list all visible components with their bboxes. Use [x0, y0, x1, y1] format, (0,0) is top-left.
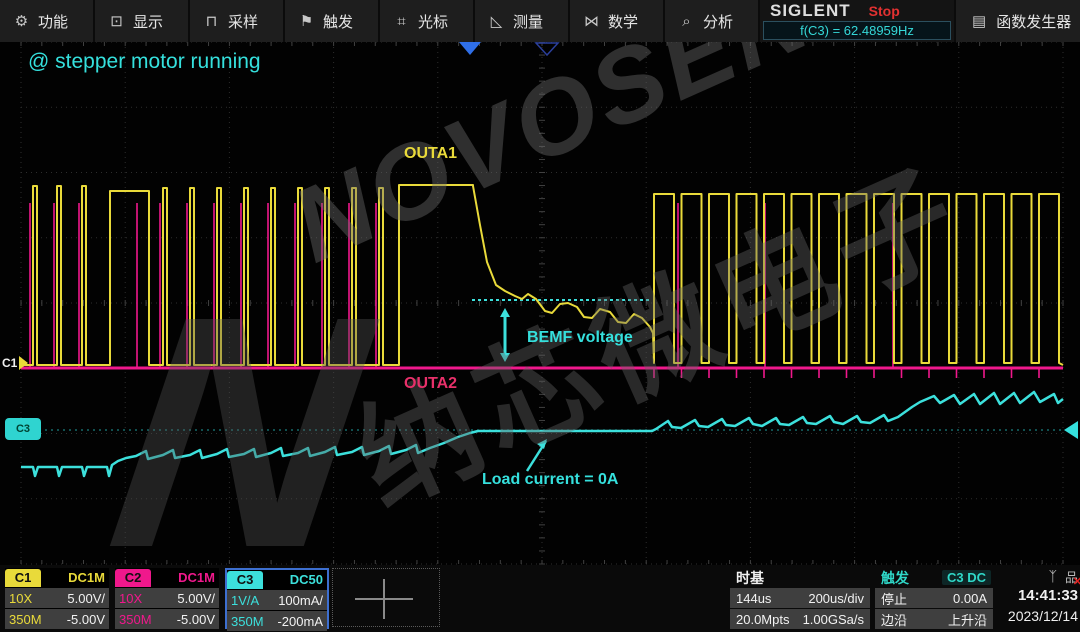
- siglent-logo: SIGLENT: [770, 0, 851, 20]
- menu-math[interactable]: ⋈ 数学: [570, 0, 665, 42]
- function-generator-label: 函数发生器: [996, 13, 1072, 31]
- channel3-attenuation: 1V/A: [231, 592, 260, 608]
- menu-function-generator[interactable]: ▤ 函数发生器: [956, 0, 1080, 42]
- waveform-canvas: [20, 42, 1064, 565]
- menu-bar: ⚙ 功能 ⊡ 显示 ⊓ 采样 ⚑ 触发 ⌗ 光标 ◺ 测量 ⋈ 数学 ⌕ 分析: [0, 0, 1080, 42]
- math-icon: ⋈: [584, 13, 599, 30]
- menu-cursors[interactable]: ⌗ 光标: [380, 0, 475, 42]
- channel3-coupling: DC50: [289, 572, 323, 587]
- channel1-bandwidth: 350M: [9, 611, 42, 627]
- channel3-badge: C3: [227, 570, 263, 589]
- gear-icon: ⚙: [14, 13, 29, 30]
- label-bemf-voltage: BEMF voltage: [527, 329, 633, 346]
- channel3-offset-marker[interactable]: C3: [5, 418, 41, 440]
- channel2-offset: -5.00V: [176, 611, 215, 627]
- channel2-coupling: DC1M: [178, 570, 215, 585]
- menu-analysis[interactable]: ⌕ 分析: [665, 0, 760, 42]
- waveform-display: N NOVOSENSE 纳芯微电子 @ stepper motor runnin…: [0, 42, 1080, 565]
- acquire-icon: ⊓: [205, 13, 218, 30]
- menu-math-label: 数学: [608, 13, 639, 31]
- measure-icon: ◺: [490, 13, 503, 30]
- menu-utility[interactable]: ⚙ 功能: [0, 0, 95, 42]
- channel1-marker-arrow-icon: [19, 356, 29, 370]
- label-outa2: OUTA2: [404, 375, 458, 392]
- screen-annotation: @ stepper motor running: [28, 50, 261, 73]
- frequency-counter-readout: f(C3) = 62.48959Hz: [763, 21, 951, 40]
- menu-measure-label: 测量: [513, 13, 544, 31]
- channel2-badge: C2: [115, 568, 151, 587]
- menu-analysis-label: 分析: [703, 13, 734, 31]
- delay-position-indicator[interactable]: [332, 568, 440, 627]
- channel2-bandwidth: 350M: [119, 611, 152, 627]
- trigger-level: 0.00A: [953, 590, 987, 606]
- channel3-marker-label: C3: [15, 423, 31, 435]
- label-load-current: Load current = 0A: [482, 471, 619, 488]
- function-generator-icon: ▤: [972, 13, 987, 30]
- channel1-coupling: DC1M: [68, 570, 105, 585]
- channel1-attenuation: 10X: [9, 590, 33, 606]
- status-bar: C1 DC1M 10X 5.00V/ 350M -5.00V C2 DC1M 10X…: [0, 565, 1080, 632]
- clock-time: 14:41:33: [1017, 587, 1078, 604]
- channel3-offset: -200mA: [277, 613, 323, 629]
- brand-status-block: SIGLENT Stop f(C3) = 62.48959Hz: [760, 0, 956, 42]
- trigger-panel[interactable]: 触发 C3 DC 停止 0.00A 边沿 上升沿: [875, 568, 993, 629]
- channel1-badge: C1: [5, 568, 41, 587]
- channel2-attenuation: 10X: [119, 590, 143, 606]
- trigger-level-marker[interactable]: [1064, 421, 1078, 439]
- channel3-descriptor-box[interactable]: C3 DC50 1V/A 100mA/ 350M -200mA: [225, 568, 329, 631]
- timebase-scale: 200us/div: [808, 590, 864, 606]
- trigger-type: 边沿: [881, 612, 908, 628]
- channel2-descriptor-box[interactable]: C2 DC1M 10X 5.00V/ 350M -5.00V: [115, 568, 219, 629]
- memory-depth: 20.0Mpts: [736, 611, 790, 627]
- timebase-panel[interactable]: 时基 144us 200us/div 20.0Mpts 1.00GSa/s: [730, 568, 870, 629]
- channel1-offset: -5.00V: [66, 611, 105, 627]
- lan-icon[interactable]: 品 ✕: [1064, 569, 1080, 588]
- timebase-title: 时基: [736, 569, 764, 586]
- trigger-source-badge: C3 DC: [941, 570, 991, 585]
- trigger-flag-icon: ⚑: [299, 13, 314, 30]
- trigger-slope: 上升沿: [947, 612, 987, 628]
- label-outa1: OUTA1: [404, 145, 458, 162]
- sample-rate: 1.00GSa/s: [802, 611, 864, 627]
- channel1-marker-label: C1: [2, 356, 18, 370]
- channel3-bandwidth: 350M: [231, 613, 264, 629]
- trigger-title: 触发: [881, 569, 909, 586]
- menu-display[interactable]: ⊡ 显示: [95, 0, 190, 42]
- clock-date: 2023/12/14: [1007, 608, 1078, 624]
- usb-icon[interactable]: ᛉ: [1048, 568, 1057, 584]
- channel1-descriptor-box[interactable]: C1 DC1M 10X 5.00V/ 350M -5.00V: [5, 568, 109, 629]
- menu-trigger-label: 触发: [323, 13, 354, 31]
- channel1-scale: 5.00V/: [67, 590, 105, 606]
- system-status-block: ᛉ 品 ✕ 14:41:33 2023/12/14: [998, 567, 1080, 626]
- timebase-delay: 144us: [736, 590, 772, 606]
- menu-acquire[interactable]: ⊓ 采样: [190, 0, 285, 42]
- analysis-icon: ⌕: [682, 12, 691, 30]
- channel2-scale: 5.00V/: [177, 590, 215, 606]
- menu-acquire-label: 采样: [228, 13, 259, 31]
- menu-trigger[interactable]: ⚑ 触发: [285, 0, 380, 42]
- menu-cursors-label: 光标: [418, 13, 449, 31]
- display-icon: ⊡: [110, 13, 123, 30]
- channel1-offset-marker[interactable]: C1: [2, 356, 29, 370]
- trigger-mode: 停止: [881, 591, 908, 607]
- cursors-icon: ⌗: [397, 12, 406, 30]
- lan-disconnected-x-icon: ✕: [1072, 575, 1080, 588]
- menu-utility-label: 功能: [38, 13, 69, 31]
- menu-display-label: 显示: [133, 13, 164, 31]
- menu-measure[interactable]: ◺ 测量: [475, 0, 570, 42]
- channel3-scale: 100mA/: [278, 592, 323, 608]
- run-state-badge[interactable]: Stop: [868, 2, 900, 19]
